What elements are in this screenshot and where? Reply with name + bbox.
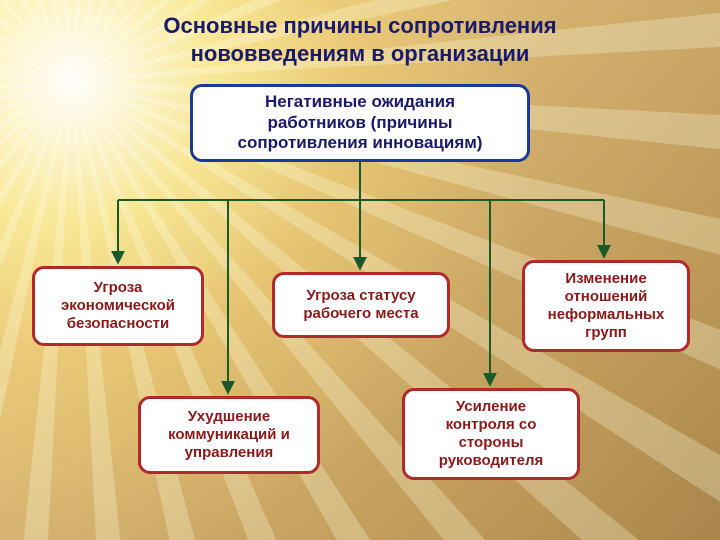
page-title: Основные причины сопротивления нововведе…: [40, 12, 680, 67]
child-econ-line2: экономической: [61, 297, 175, 315]
child-group-line2: отношений: [548, 288, 665, 306]
parent-node: Негативные ожидания работников (причины …: [190, 84, 530, 162]
diagram-root: Основные причины сопротивления нововведе…: [0, 0, 720, 540]
parent-line2: работников (причины: [238, 113, 483, 133]
child-node-status: Угроза статусурабочего места: [272, 272, 450, 338]
child-comm-line2: коммуникаций и: [168, 426, 290, 444]
child-ctrl-line2: контроля со: [439, 416, 543, 434]
child-status-line1: Угроза статусу: [303, 287, 418, 305]
child-node-comm: Ухудшениекоммуникаций иуправления: [138, 396, 320, 474]
child-econ-line3: безопасности: [61, 315, 175, 333]
child-ctrl-line1: Усиление: [439, 398, 543, 416]
child-econ-line1: Угроза: [61, 279, 175, 297]
parent-line1: Негативные ожидания: [238, 92, 483, 112]
child-node-ctrl: Усилениеконтроля состороныруководителя: [402, 388, 580, 480]
child-group-line4: групп: [548, 324, 665, 342]
title-line1: Основные причины сопротивления: [40, 12, 680, 40]
child-ctrl-line4: руководителя: [439, 452, 543, 470]
parent-line3: сопротивления инновациям): [238, 133, 483, 153]
child-group-line1: Изменение: [548, 270, 665, 288]
child-node-group: Изменениеотношенийнеформальныхгрупп: [522, 260, 690, 352]
child-ctrl-line3: стороны: [439, 434, 543, 452]
child-comm-line3: управления: [168, 444, 290, 462]
child-group-line3: неформальных: [548, 306, 665, 324]
child-comm-line1: Ухудшение: [168, 408, 290, 426]
child-node-econ: Угрозаэкономическойбезопасности: [32, 266, 204, 346]
title-line2: нововведениям в организации: [40, 40, 680, 68]
child-status-line2: рабочего места: [303, 305, 418, 323]
